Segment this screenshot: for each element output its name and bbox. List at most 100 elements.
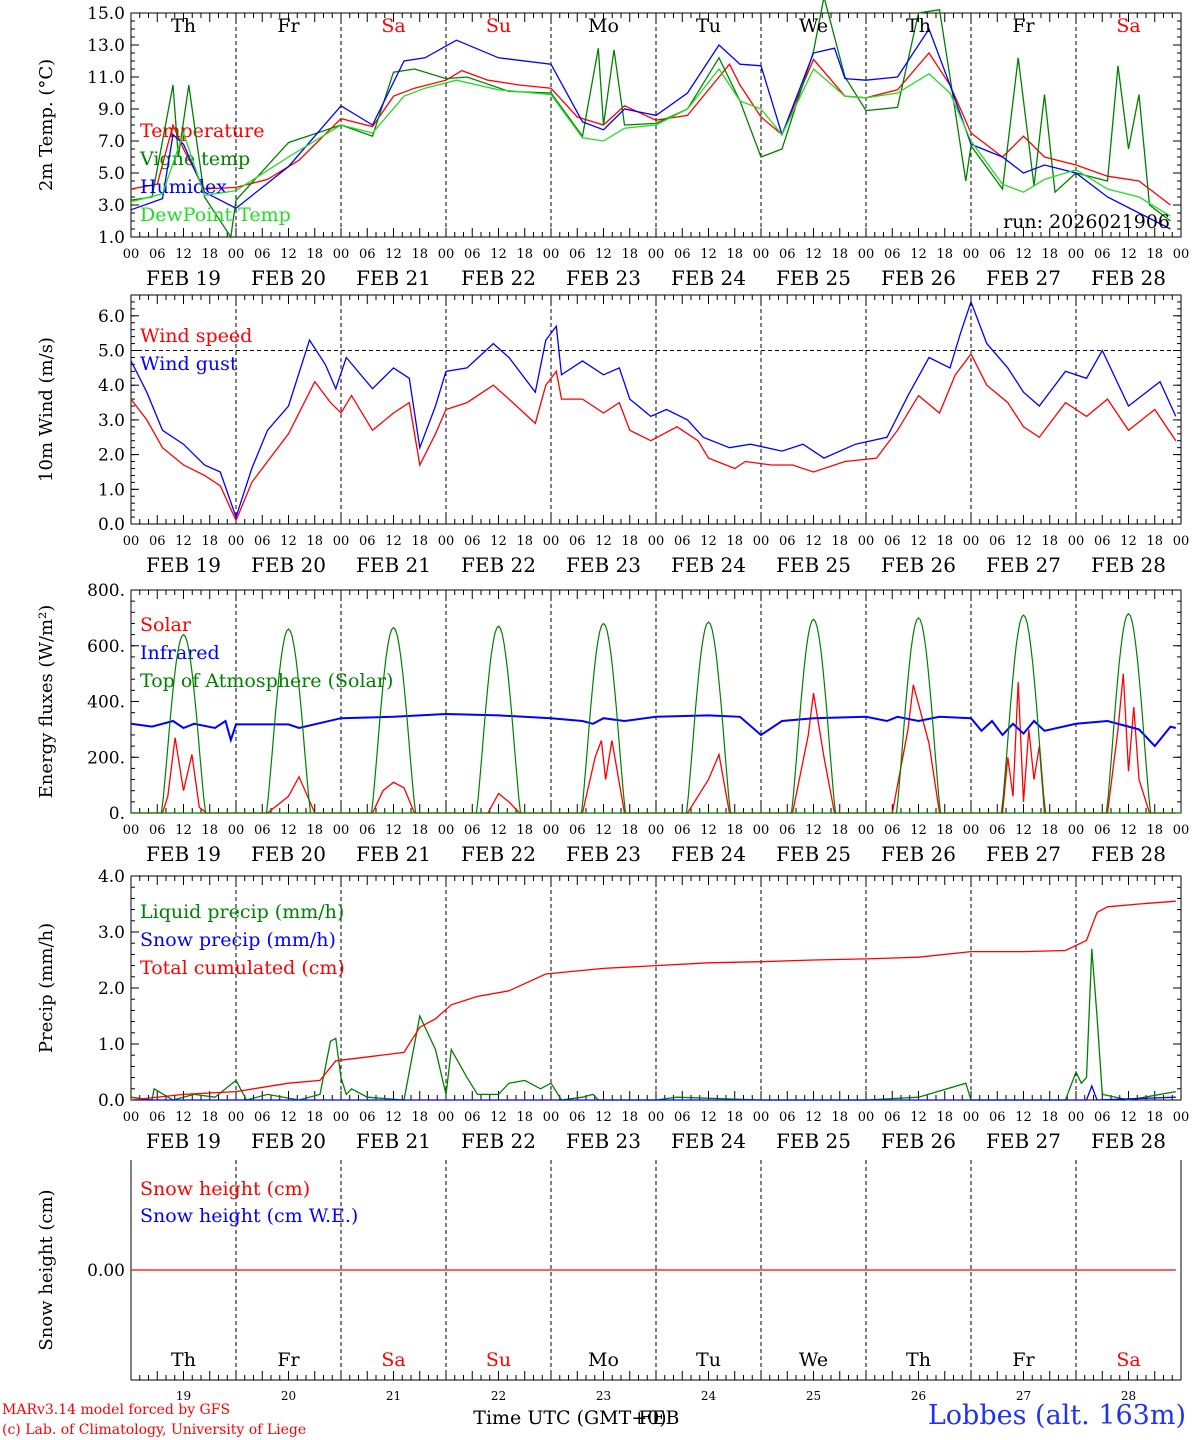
hour-label: 00 <box>543 247 560 262</box>
y-tick-label: 9.0 <box>98 100 125 120</box>
hour-label: 12 <box>490 823 507 838</box>
hour-label: 00 <box>333 823 350 838</box>
y-tick-label: 3.0 <box>98 411 125 431</box>
y-axis-label: Energy fluxes (W/m²) <box>36 605 57 799</box>
hour-label: 12 <box>175 823 192 838</box>
hour-label: 06 <box>359 534 376 549</box>
legend-entry: Wind speed <box>140 325 252 347</box>
hour-label: 18 <box>1146 534 1163 549</box>
day-number: 20 <box>281 1389 296 1403</box>
hour-label: 18 <box>306 1110 323 1125</box>
y-tick-label: 200. <box>87 748 125 768</box>
hour-label: 18 <box>1041 1110 1058 1125</box>
y-axis-label: 10m Wind (m/s) <box>36 337 57 482</box>
hour-label: 18 <box>306 534 323 549</box>
hour-label: 06 <box>569 823 586 838</box>
hour-label: 00 <box>858 534 875 549</box>
series-green-bell <box>160 633 207 814</box>
day-name: Sa <box>1116 1349 1140 1371</box>
date-label: FEB 21 <box>356 553 431 577</box>
hour-label: 18 <box>411 534 428 549</box>
hour-label: 18 <box>1146 247 1163 262</box>
panel-temp: 1.0 3.0 5.0 7.0 9.0 11.0 13.0 15.0 2m Temp. (°C)… <box>36 0 1189 290</box>
hour-label: 12 <box>805 1110 822 1125</box>
hour-label: 06 <box>569 247 586 262</box>
hour-label: 12 <box>1120 247 1137 262</box>
date-label: FEB 24 <box>671 1129 746 1153</box>
hour-label: 12 <box>595 823 612 838</box>
date-label: FEB 24 <box>671 553 746 577</box>
hour-label: 00 <box>438 1110 455 1125</box>
hour-label: 06 <box>149 1110 166 1125</box>
hour-label: 00 <box>228 1110 245 1125</box>
y-tick-label: 0.0 <box>98 515 125 535</box>
y-tick-label: 5.0 <box>98 164 125 184</box>
hour-label: 00 <box>1068 1110 1085 1125</box>
y-tick-label: 6.0 <box>98 307 125 327</box>
hour-label: 06 <box>674 534 691 549</box>
legend-entry: Solar <box>140 614 192 636</box>
y-axis-label: Precip (mm/h) <box>36 923 57 1053</box>
legend-entry: Vigne temp <box>139 148 250 170</box>
date-label: FEB 27 <box>986 1129 1061 1153</box>
hour-label: 18 <box>516 1110 533 1125</box>
day-name: Th <box>906 1349 931 1371</box>
hour-label: 18 <box>1041 247 1058 262</box>
series-infrared <box>130 712 1177 748</box>
hour-label: 00 <box>858 247 875 262</box>
y-tick-label: 1.0 <box>98 228 125 248</box>
hour-label: 06 <box>464 247 481 262</box>
panel-precip: 0.0 1.0 2.0 3.0 4.0 Precip (mm/h) Liquid preci… <box>36 867 1189 1153</box>
hour-label: 06 <box>989 247 1006 262</box>
hour-label: 12 <box>595 247 612 262</box>
y-tick-label: 15.0 <box>87 4 125 24</box>
date-label: FEB 22 <box>461 1129 536 1153</box>
date-label: FEB 28 <box>1091 553 1166 577</box>
hour-label: 18 <box>201 823 218 838</box>
hour-label: 18 <box>516 823 533 838</box>
day-name: Th <box>906 15 931 37</box>
hour-label: 06 <box>464 534 481 549</box>
day-name: Sa <box>1116 15 1140 37</box>
day-number: 22 <box>491 1389 506 1403</box>
series-vigne-temp <box>130 0 1171 239</box>
day-name: We <box>799 15 828 37</box>
hour-label: 12 <box>175 534 192 549</box>
day-name: Th <box>171 1349 196 1371</box>
date-label: FEB 27 <box>986 266 1061 290</box>
hour-label: 06 <box>779 823 796 838</box>
hour-label: 12 <box>1120 534 1137 549</box>
hour-label: 00 <box>858 823 875 838</box>
date-label: FEB 23 <box>566 842 641 866</box>
series-dewpoint-temp <box>130 67 1171 217</box>
hour-label: 00 <box>438 823 455 838</box>
hour-label: 06 <box>989 1110 1006 1125</box>
series-green-bell <box>580 622 627 814</box>
hour-label: 00 <box>123 247 140 262</box>
hour-label: 12 <box>385 823 402 838</box>
hour-label: 06 <box>569 1110 586 1125</box>
day-name: We <box>799 1349 828 1371</box>
date-label: FEB 24 <box>671 266 746 290</box>
hour-label: 18 <box>1146 823 1163 838</box>
hour-label: 18 <box>726 247 743 262</box>
hour-label: 06 <box>254 823 271 838</box>
day-name: Sa <box>381 1349 405 1371</box>
y-tick-label: 400. <box>87 693 125 713</box>
hour-label: 18 <box>306 823 323 838</box>
model-credit: MARv3.14 model forced by GFS (c) Lab. of… <box>2 1400 306 1440</box>
hour-label: 12 <box>1015 1110 1032 1125</box>
hour-label: 00 <box>438 534 455 549</box>
hour-label: 18 <box>831 1110 848 1125</box>
date-label: FEB 20 <box>251 842 326 866</box>
station-name: Lobbes (alt. 163m) <box>927 1400 1186 1431</box>
day-name: Th <box>171 15 196 37</box>
hour-label: 18 <box>621 534 638 549</box>
panel-energy: 0. 200. 400. 600. 800. Energy fluxes (W/m²) So… <box>36 581 1189 866</box>
legend-entry: Liquid precip (mm/h) <box>140 901 344 923</box>
hour-label: 06 <box>884 823 901 838</box>
hour-label: 06 <box>674 1110 691 1125</box>
hour-label: 12 <box>910 534 927 549</box>
day-name: Su <box>486 15 511 37</box>
hour-label: 18 <box>726 534 743 549</box>
